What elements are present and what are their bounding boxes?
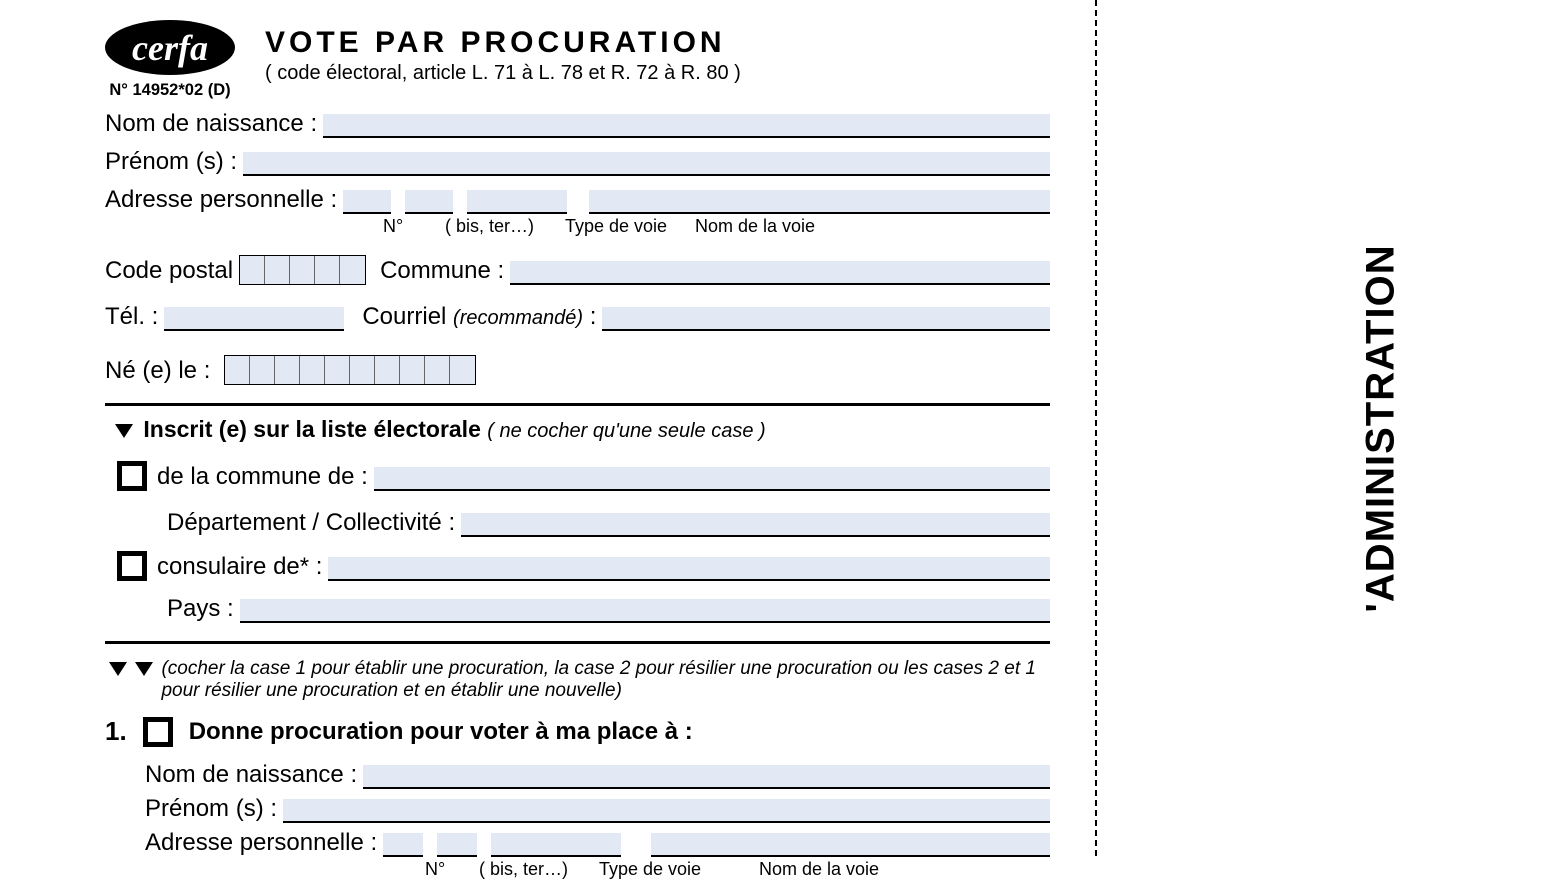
- row-inscrit-consulaire: consulaire de* :: [117, 551, 1050, 581]
- sublabel-proc1-bis: ( bis, ter…): [479, 859, 599, 880]
- row-inscrit-dept: Département / Collectivité :: [155, 509, 1050, 537]
- side-text-container: 'ADMINISTRATION: [1201, 0, 1561, 856]
- title-block: VOTE PAR PROCURATION ( code électoral, a…: [265, 26, 741, 85]
- label-prenom: Prénom (s) :: [105, 148, 237, 176]
- section-inscrit-head: Inscrit (e) sur la liste électorale ( ne…: [115, 416, 1050, 443]
- row-cp-commune: Code postal Commune :: [105, 255, 1050, 285]
- page: cerfa N° 14952*02 (D) VOTE PAR PROCURATI…: [0, 0, 1561, 856]
- label-commune: Commune :: [380, 257, 504, 285]
- field-proc1-addr-nomvoie[interactable]: [651, 833, 1050, 857]
- triangle-icon: [115, 424, 133, 438]
- label-proc1-prenom: Prénom (s) :: [145, 795, 277, 823]
- inscrit-lead-ital: ( ne cocher qu'une seule case ): [487, 420, 765, 442]
- sublabel-bis: ( bis, ter…): [445, 216, 565, 237]
- row-proc1-prenom: Prénom (s) :: [145, 795, 1050, 823]
- cerfa-block: cerfa N° 14952*02 (D): [105, 20, 235, 100]
- note-cases: (cocher la case 1 pour établir une procu…: [157, 658, 1050, 702]
- proc1-heading: Donne procuration pour voter à ma place …: [189, 718, 693, 746]
- label-courriel: Courriel (recommandé) :: [362, 303, 596, 331]
- field-proc1-nom[interactable]: [363, 765, 1050, 789]
- triangle-icon: [135, 662, 153, 676]
- label-courriel-colon: :: [590, 303, 597, 330]
- rule-2: [105, 641, 1050, 644]
- sublabel-type: Type de voie: [565, 216, 695, 237]
- note-cases-row: (cocher la case 1 pour établir une procu…: [109, 654, 1050, 702]
- label-naissance: Né (e) le :: [105, 357, 210, 385]
- row-proc1-head: 1. Donne procuration pour voter à ma pla…: [105, 716, 1050, 747]
- sublabel-num: N°: [383, 216, 445, 237]
- field-addr-num[interactable]: [343, 190, 391, 214]
- sublabel-proc1-type: Type de voie: [599, 859, 759, 880]
- header-row: cerfa N° 14952*02 (D) VOTE PAR PROCURATI…: [105, 20, 1050, 100]
- row-tel-courriel: Tél. : Courriel (recommandé) :: [105, 303, 1050, 331]
- field-inscrit-dept[interactable]: [461, 513, 1050, 537]
- row-inscrit-commune: de la commune de :: [117, 461, 1050, 491]
- subtitle: ( code électoral, article L. 71 à L. 78 …: [265, 62, 741, 85]
- label-courriel-text: Courriel: [362, 303, 446, 330]
- cerfa-logo: cerfa: [105, 20, 235, 75]
- field-courriel[interactable]: [602, 307, 1050, 331]
- label-adresse: Adresse personnelle :: [105, 186, 337, 214]
- field-proc1-addr-num[interactable]: [383, 833, 423, 857]
- rule-1: [105, 403, 1050, 406]
- label-proc1-nom: Nom de naissance :: [145, 761, 357, 789]
- cerfa-number: N° 14952*02 (D): [109, 81, 230, 100]
- field-proc1-prenom[interactable]: [283, 799, 1050, 823]
- checkbox-commune[interactable]: [117, 461, 147, 491]
- main-title: VOTE PAR PROCURATION: [265, 26, 741, 60]
- row-nom: Nom de naissance :: [105, 110, 1050, 138]
- addr-sublabels: N° ( bis, ter…) Type de voie Nom de la v…: [383, 216, 1050, 237]
- label-tel: Tél. :: [105, 303, 158, 331]
- proc1-number: 1.: [105, 716, 127, 747]
- field-naissance[interactable]: [224, 355, 476, 385]
- label-inscrit-commune: de la commune de :: [157, 463, 368, 491]
- cerfa-logo-text: cerfa: [132, 27, 208, 69]
- triangle-icon: [109, 662, 127, 676]
- field-addr-type[interactable]: [467, 190, 567, 214]
- label-proc1-adresse: Adresse personnelle :: [145, 829, 377, 857]
- label-cp: Code postal: [105, 257, 233, 285]
- row-proc1-nom: Nom de naissance :: [145, 761, 1050, 789]
- field-proc1-addr-bis[interactable]: [437, 833, 477, 857]
- sublabel-nomvoie: Nom de la voie: [695, 216, 815, 237]
- sublabel-proc1-num: N°: [425, 859, 479, 880]
- side-text: 'ADMINISTRATION: [1359, 244, 1404, 612]
- label-inscrit-pays: Pays :: [167, 595, 234, 623]
- double-triangle: [109, 660, 157, 678]
- label-nom: Nom de naissance :: [105, 110, 317, 138]
- field-tel[interactable]: [164, 307, 344, 331]
- row-proc1-adresse: Adresse personnelle :: [145, 829, 1050, 857]
- field-cp[interactable]: [239, 255, 366, 285]
- row-adresse: Adresse personnelle :: [105, 186, 1050, 214]
- checkbox-consulaire[interactable]: [117, 551, 147, 581]
- field-addr-bis[interactable]: [405, 190, 453, 214]
- label-naissance-text: Né (e) le :: [105, 357, 210, 384]
- row-prenom: Prénom (s) :: [105, 148, 1050, 176]
- label-inscrit-consulaire: consulaire de* :: [157, 553, 322, 581]
- inscrit-lead-bold: Inscrit (e) sur la liste électorale: [143, 416, 480, 442]
- field-commune[interactable]: [510, 261, 1050, 285]
- row-inscrit-pays: Pays :: [155, 595, 1050, 623]
- checkbox-proc1[interactable]: [143, 717, 173, 747]
- label-courriel-note: (recommandé): [453, 307, 583, 329]
- perforation-line: [1095, 0, 1097, 856]
- field-inscrit-commune[interactable]: [374, 467, 1050, 491]
- label-inscrit-dept: Département / Collectivité :: [167, 509, 455, 537]
- proc1-addr-sublabels: N° ( bis, ter…) Type de voie Nom de la v…: [425, 859, 1050, 880]
- sublabel-proc1-nomvoie: Nom de la voie: [759, 859, 879, 880]
- row-naissance: Né (e) le :: [105, 355, 1050, 385]
- form-area: cerfa N° 14952*02 (D) VOTE PAR PROCURATI…: [105, 20, 1050, 880]
- field-proc1-addr-type[interactable]: [491, 833, 621, 857]
- field-inscrit-pays[interactable]: [240, 599, 1050, 623]
- field-prenom[interactable]: [243, 152, 1050, 176]
- field-inscrit-consulaire[interactable]: [328, 557, 1050, 581]
- field-nom[interactable]: [323, 114, 1050, 138]
- field-addr-nomvoie[interactable]: [589, 190, 1050, 214]
